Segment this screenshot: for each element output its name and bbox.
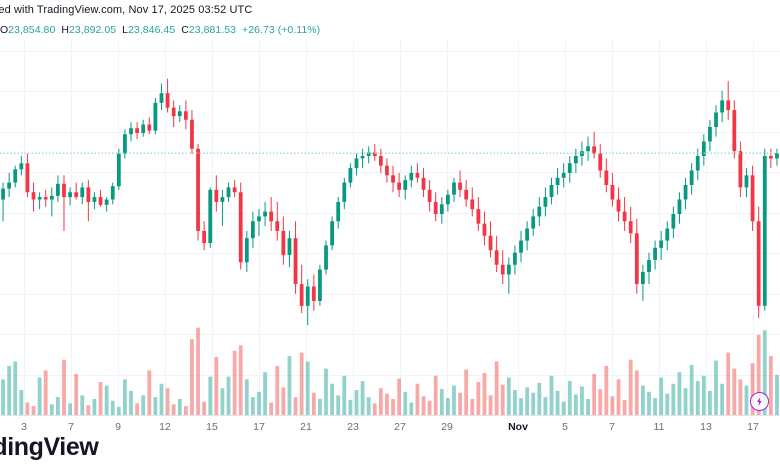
- time-axis-label: 15: [206, 421, 218, 433]
- candlestick-series: [1, 78, 779, 415]
- time-axis-label: 11: [653, 421, 665, 433]
- time-axis-label: 3: [21, 421, 27, 433]
- open-label: O: [0, 24, 9, 36]
- time-axis-label: 29: [441, 421, 453, 433]
- time-axis-label: 9: [115, 421, 121, 433]
- time-axis-label: 27: [394, 421, 406, 433]
- lightning-bolt-icon: [757, 397, 762, 406]
- time-axis-label: 23: [347, 421, 359, 433]
- open-value: 23,854.80: [8, 24, 56, 36]
- low-label: L: [122, 24, 129, 36]
- change-value: +26.73 (+0.11%): [242, 24, 321, 36]
- low-value: 23,846.45: [128, 24, 176, 36]
- time-axis[interactable]: 3 7 9 12 15 17 21 23 27 29 Nov 5 7 11 13 17: [0, 415, 780, 442]
- time-axis-label: 12: [159, 421, 171, 433]
- time-axis-label: 13: [700, 421, 712, 433]
- time-axis-label: 17: [747, 421, 759, 433]
- high-label: H: [61, 24, 69, 36]
- time-axis-label: 7: [609, 421, 615, 433]
- time-axis-label: 5: [562, 421, 568, 433]
- time-axis-label: 21: [300, 421, 312, 433]
- time-axis-label: 7: [68, 421, 74, 433]
- attribution-label: Created with TradingView.com, Nov 17, 20…: [0, 4, 253, 16]
- time-axis-label: Nov: [508, 421, 528, 433]
- current-price-line: [0, 152, 780, 154]
- close-value: 23,881.53: [188, 24, 237, 36]
- chart-plot-area[interactable]: [0, 40, 780, 415]
- tradingview-logo-text: TradingView: [0, 433, 99, 461]
- boost-badge[interactable]: [750, 392, 769, 411]
- time-axis-label: 17: [253, 421, 265, 433]
- close-label: C: [181, 24, 189, 36]
- high-value: 23,892.05: [68, 24, 117, 36]
- tradingview-logo: TradingView: [0, 430, 780, 470]
